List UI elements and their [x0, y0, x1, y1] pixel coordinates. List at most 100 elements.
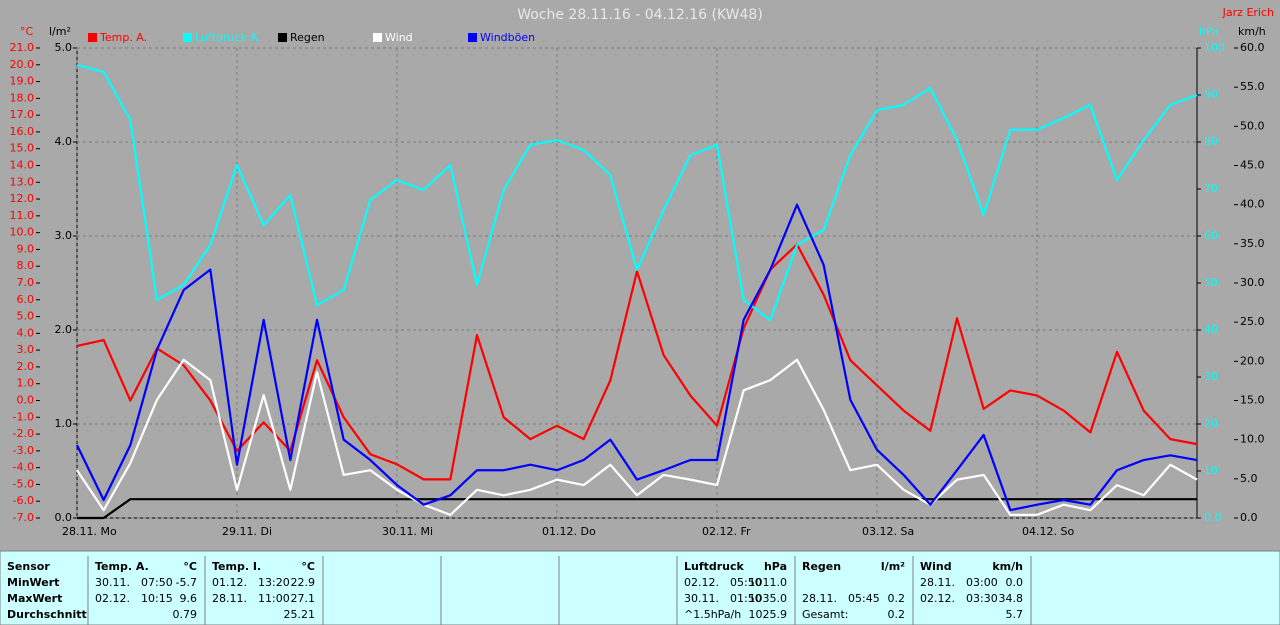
y4-unit: km/h [1238, 25, 1266, 38]
row-label: MinWert [7, 576, 59, 589]
series-line [76, 243, 1198, 481]
y3-tick-label: 30 [1204, 370, 1218, 383]
table-value: hPa [764, 560, 787, 573]
table-value: 34.8 [999, 592, 1024, 605]
y-tick-label: 15.0 [10, 142, 35, 155]
y2-tick-label: 2.0 [55, 323, 73, 336]
y4-tick-label: 35.0 [1240, 237, 1265, 250]
y3-tick-label: 100 [1204, 41, 1225, 54]
y3-tick-label: 20 [1204, 417, 1218, 430]
table-text: 07:50 [141, 576, 173, 589]
y4-tick-label: 50.0 [1240, 119, 1265, 132]
table-text: 11:00 [258, 592, 290, 605]
y-tick-label: 6.0 [17, 293, 35, 306]
table-value: km/h [992, 560, 1023, 573]
y-tick-label: -7.0 [13, 511, 34, 524]
y4-tick-label: 20.0 [1240, 354, 1265, 367]
series-line [76, 203, 1198, 512]
table-text: 02.12. [684, 576, 719, 589]
y-tick-label: -4.0 [13, 461, 34, 474]
y-tick-label: 8.0 [17, 259, 35, 272]
table-text: 05:50 [730, 576, 762, 589]
table-text: 01.12. [212, 576, 247, 589]
y3-tick-label: 70 [1204, 182, 1218, 195]
y-tick-label: 9.0 [17, 242, 35, 255]
y-tick-label: 11.0 [10, 209, 35, 222]
table-text: 30.11. [95, 576, 130, 589]
y-tick-label: 13.0 [10, 175, 35, 188]
y4-tick-label: 0.0 [1240, 511, 1258, 524]
y-tick-label: 7.0 [17, 276, 35, 289]
table-text: Luftdruck [684, 560, 745, 573]
y-tick-label: 14.0 [10, 159, 35, 172]
table-value: 1011.0 [749, 576, 788, 589]
legend-label: Wind [385, 31, 413, 44]
y4-tick-label: 40.0 [1240, 198, 1265, 211]
table-value: 27.1 [291, 592, 316, 605]
table-value: 9.6 [180, 592, 198, 605]
y-tick-label: 18.0 [10, 91, 35, 104]
row-label: MaxWert [7, 592, 62, 605]
chart-title: Woche 28.11.16 - 04.12.16 (KW48) [517, 7, 763, 23]
x-tick-label: 29.11. Di [222, 525, 272, 538]
y-tick-label: 1.0 [17, 377, 35, 390]
table-text: 05:45 [848, 592, 880, 605]
y-tick-label: -1.0 [13, 410, 34, 423]
table-value: 5.7 [1006, 608, 1024, 621]
y-tick-label: 4.0 [17, 326, 35, 339]
y4-tick-label: 30.0 [1240, 276, 1265, 289]
table-value: -5.7 [176, 576, 197, 589]
table-text: 02.12. [920, 592, 955, 605]
x-tick-label: 04.12. So [1022, 525, 1074, 538]
legend-swatch [278, 33, 287, 42]
y2-unit: l/m² [49, 25, 71, 38]
row-label: Durchschnitt [7, 608, 87, 621]
y-tick-label: -3.0 [13, 444, 34, 457]
y3-tick-label: 60 [1204, 229, 1218, 242]
y2-tick-label: 4.0 [55, 135, 73, 148]
x-tick-label: 02.12. Fr [702, 525, 751, 538]
legend-swatch [88, 33, 97, 42]
y-tick-label: 16.0 [10, 125, 35, 138]
table-text: 03:30 [966, 592, 998, 605]
legend-swatch [468, 33, 477, 42]
table-value: 0.79 [173, 608, 198, 621]
y3-tick-label: 80 [1204, 135, 1218, 148]
table-value: 0.2 [888, 608, 906, 621]
table-value: 22.9 [291, 576, 316, 589]
y-tick-label: 19.0 [10, 75, 35, 88]
table-text: Temp. I. [212, 560, 261, 573]
legend-label: Windböen [480, 31, 535, 44]
y-tick-label: -2.0 [13, 427, 34, 440]
table-text: 13:20 [258, 576, 290, 589]
legend-swatch [373, 33, 382, 42]
y-tick-label: 0.0 [17, 394, 35, 407]
table-text: 28.11. [212, 592, 247, 605]
table-text: 02.12. [95, 592, 130, 605]
x-tick-label: 28.11. Mo [62, 525, 117, 538]
y4-tick-label: 55.0 [1240, 80, 1265, 93]
y-tick-label: 17.0 [10, 108, 35, 121]
y-tick-label: 12.0 [10, 192, 35, 205]
legend-label: Luftdruck A. [195, 31, 261, 44]
y2-tick-label: 5.0 [55, 41, 73, 54]
table-text: 01:50 [730, 592, 762, 605]
table-value: °C [183, 560, 197, 573]
author: Jarz Erich [1222, 6, 1274, 19]
y3-unit: hPa [1199, 25, 1219, 38]
table-value: 0.2 [888, 592, 906, 605]
y3-tick-label: 40 [1204, 323, 1218, 336]
y4-tick-label: 10.0 [1240, 433, 1265, 446]
y4-tick-label: 60.0 [1240, 41, 1265, 54]
legend-swatch [183, 33, 192, 42]
x-tick-label: 30.11. Mi [382, 525, 433, 538]
y4-tick-label: 25.0 [1240, 315, 1265, 328]
y2-tick-label: 3.0 [55, 229, 73, 242]
table-text: 30.11. [684, 592, 719, 605]
table-text: 10:15 [141, 592, 173, 605]
table-text: Wind [920, 560, 952, 573]
table-value: l/m² [881, 560, 905, 573]
y-tick-label: 10.0 [10, 226, 35, 239]
